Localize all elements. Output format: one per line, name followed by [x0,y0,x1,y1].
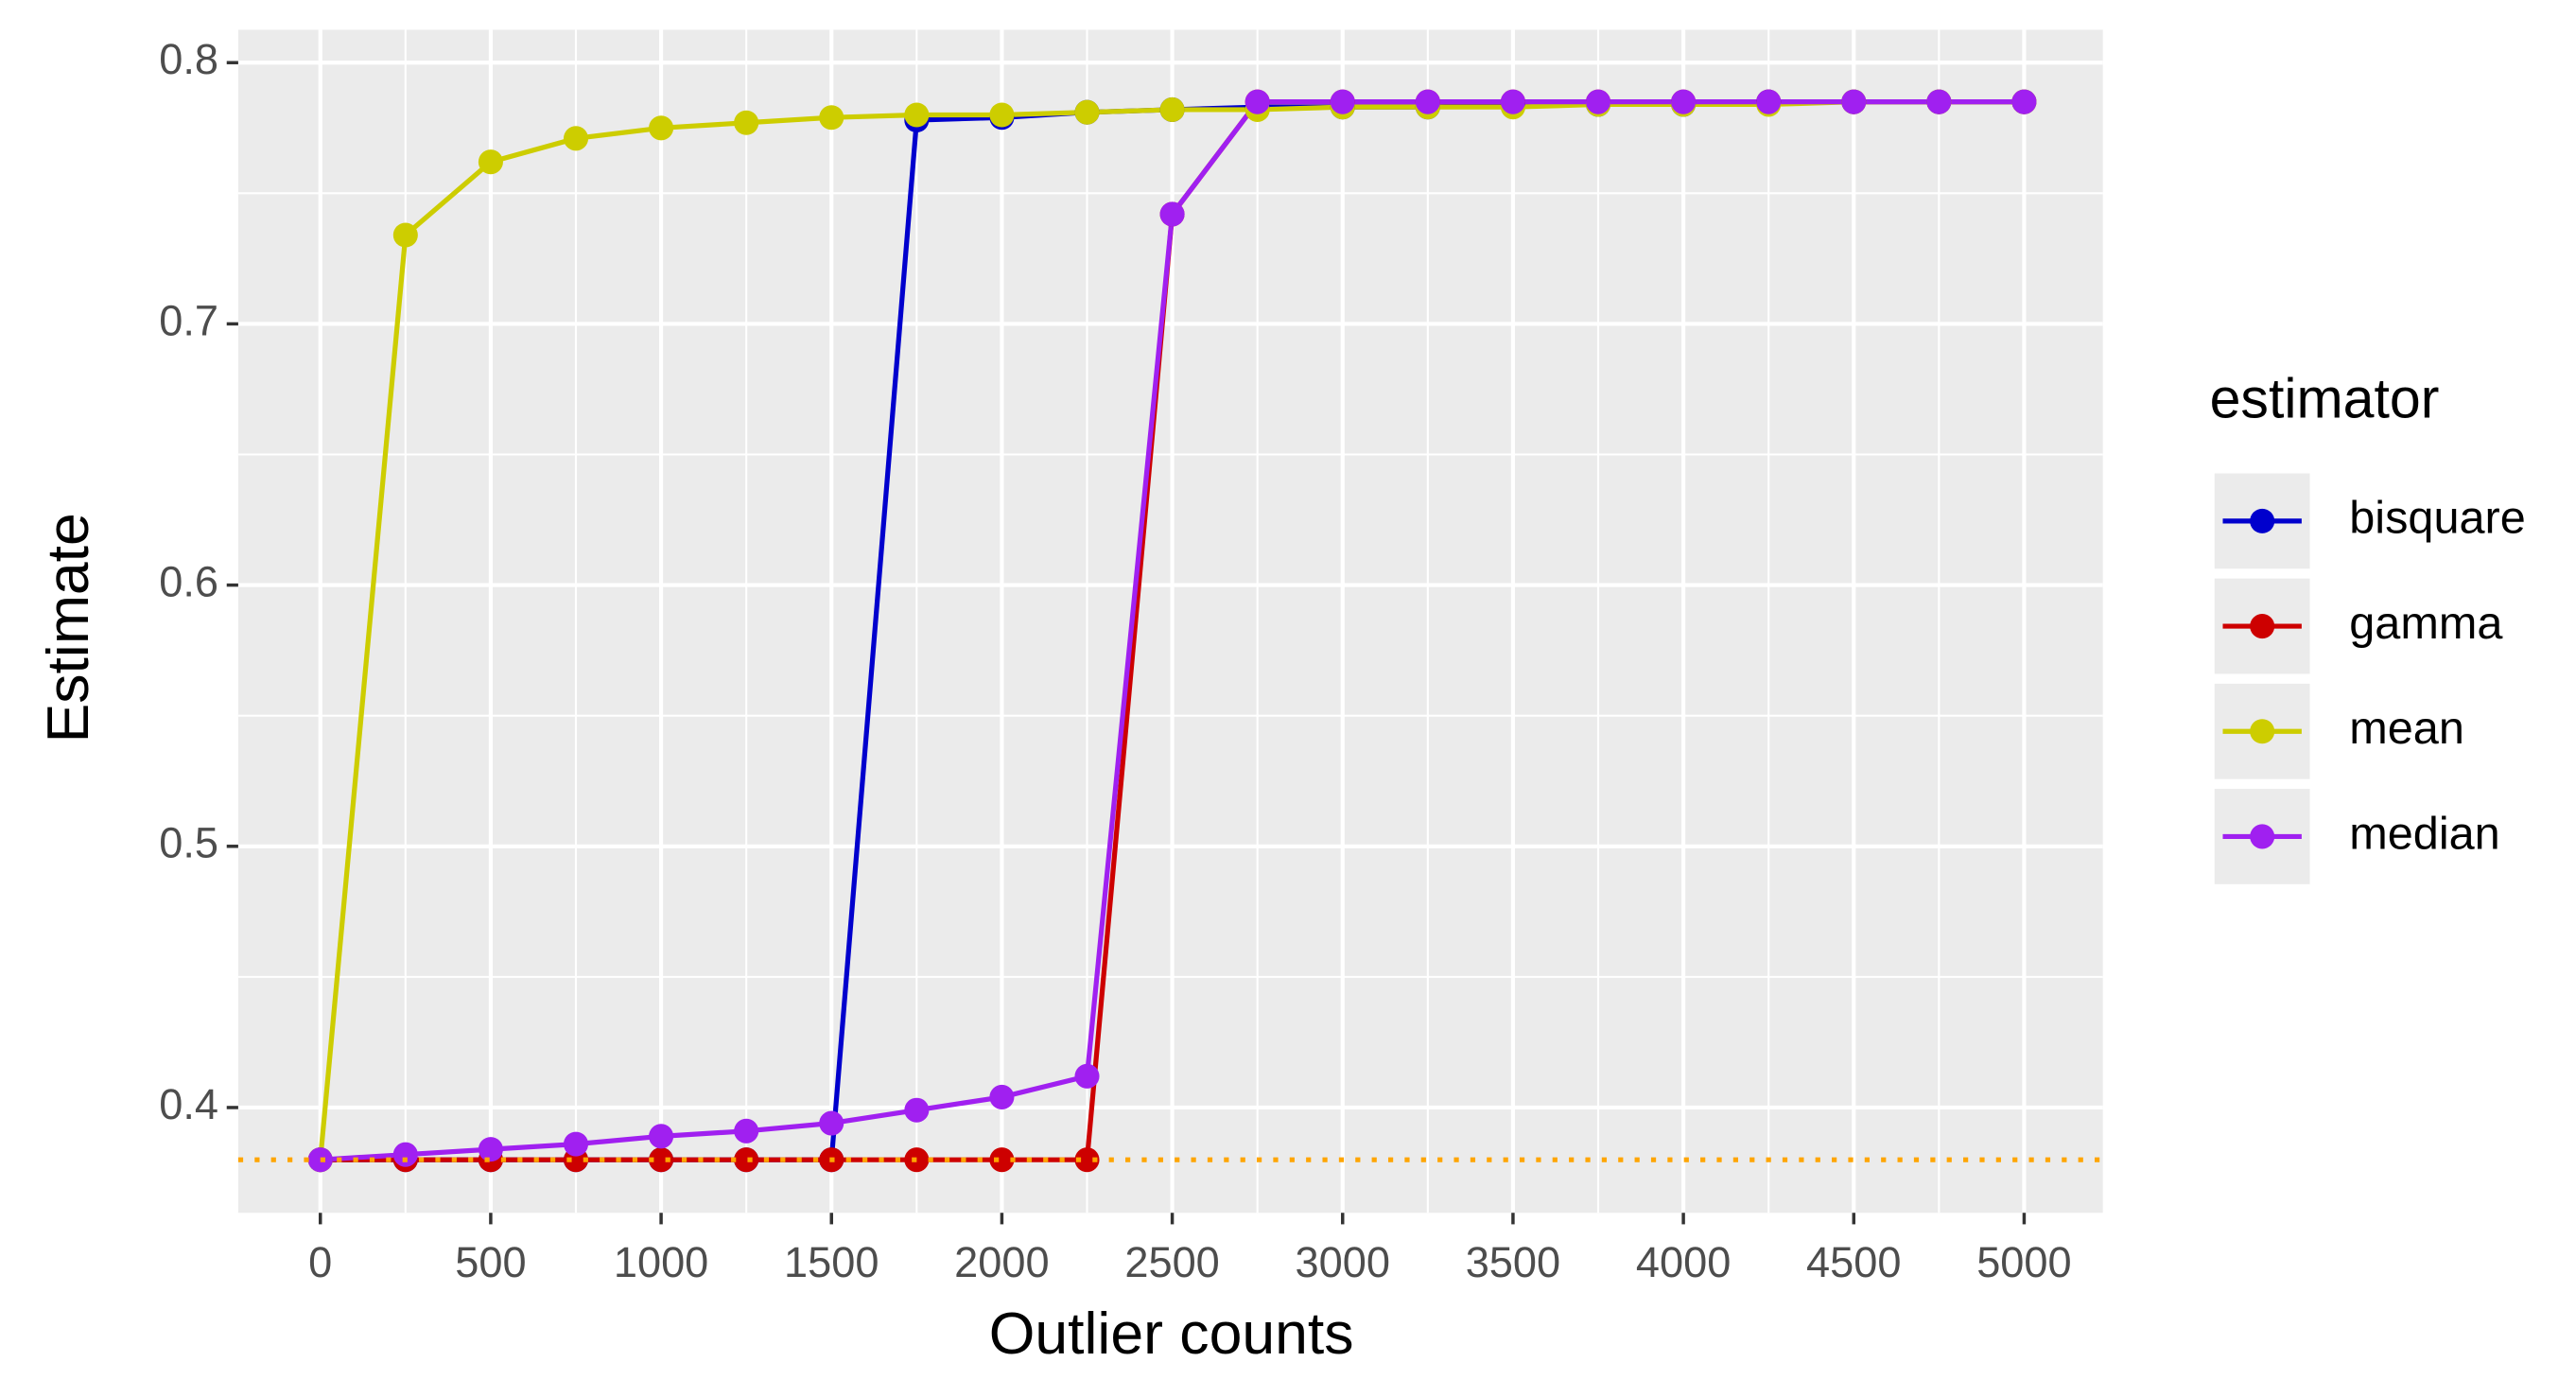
point [1074,1147,1100,1173]
legend-label: gamma [2349,598,2503,649]
x-tick-label: 2000 [954,1238,1049,1286]
point [734,1118,759,1144]
point [1841,89,1867,114]
point [649,1147,674,1173]
point [1330,89,1355,114]
x-tick-label: 3000 [1296,1238,1390,1286]
x-tick-label: 1500 [784,1238,879,1286]
legend-point [2250,719,2275,744]
point [307,1147,333,1173]
legend-point [2250,614,2275,639]
legend-point [2250,824,2275,849]
legend-label: bisquare [2349,493,2526,544]
point [649,1124,674,1149]
point [1159,96,1185,122]
legend-label: median [2349,808,2499,859]
x-tick-label: 5000 [1976,1238,2071,1286]
legend-title: estimator [2210,367,2440,429]
y-axis-title: Estimate [35,513,101,742]
point [1756,89,1782,114]
point [1415,89,1440,114]
point [392,1142,418,1167]
point [904,102,930,128]
x-tick-label: 4000 [1636,1238,1731,1286]
x-tick-label: 500 [455,1238,526,1286]
point [1244,89,1270,114]
point [819,1110,844,1136]
x-tick-label: 0 [308,1238,332,1286]
point [1671,89,1697,114]
y-tick-label: 0.7 [159,296,218,344]
point [1074,1063,1100,1089]
y-tick-label: 0.4 [159,1080,218,1128]
point [819,105,844,131]
point [989,1084,1015,1109]
plot [237,89,2103,1173]
x-tick-label: 2500 [1124,1238,1219,1286]
y-tick-label: 0.6 [159,558,218,606]
point [1585,89,1611,114]
point [478,1137,503,1162]
x-tick-label: 3500 [1466,1238,1560,1286]
point [478,149,503,175]
point [563,1131,589,1157]
y-tick-label: 0.5 [159,819,218,867]
x-tick-label: 4500 [1806,1238,1901,1286]
point [649,115,674,141]
x-axis-title: Outlier counts [989,1301,1354,1367]
point [1074,99,1100,125]
point [2011,89,2037,114]
x-tick-label: 1000 [614,1238,708,1286]
point [1500,89,1525,114]
point [989,1147,1015,1173]
legend: bisquare gamma mean median [2214,473,2526,884]
legend-label: mean [2349,703,2464,754]
y-tick-label: 0.8 [159,35,218,83]
point [989,102,1015,128]
point [1926,89,1952,114]
point [392,222,418,248]
point [904,1097,930,1123]
point [1159,201,1185,227]
point [563,126,589,151]
legend-point [2250,508,2275,533]
grid [237,29,2103,1214]
point [734,110,759,135]
point [734,1147,759,1173]
